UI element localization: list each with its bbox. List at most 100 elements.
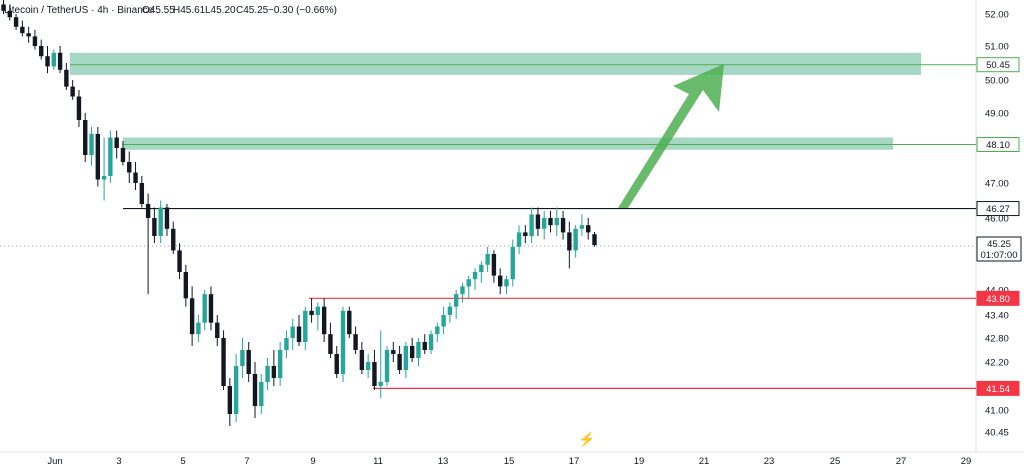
candle (567, 221, 572, 269)
candle (497, 268, 503, 295)
watermark-icon: ⚡ (578, 431, 595, 448)
candle (384, 346, 390, 386)
candle (120, 141, 126, 166)
candle (189, 286, 195, 346)
x-tick-label: 7 (244, 456, 249, 467)
candle (586, 218, 591, 240)
candle (177, 243, 182, 280)
candle (573, 225, 578, 258)
candle (428, 330, 434, 354)
x-tick-label: 3 (116, 456, 121, 467)
candle (542, 211, 547, 240)
candle (422, 334, 427, 354)
x-tick-label: 15 (504, 456, 515, 467)
candle (378, 330, 383, 398)
candle (347, 306, 352, 338)
candle (535, 207, 541, 236)
candle (277, 342, 283, 386)
candle (114, 130, 119, 159)
candle (70, 80, 75, 100)
chart-header: Litecoin / TetherUS · 4h · Binance O45.5… (4, 5, 337, 16)
svg-text:41.54: 41.54 (986, 384, 1010, 395)
candle (479, 261, 484, 283)
price-levels (70, 64, 976, 389)
svg-text:43.80: 43.80 (986, 294, 1010, 305)
candle (108, 130, 113, 183)
y-tick-label: 41.00 (985, 406, 1009, 417)
arrow-icon[interactable] (618, 64, 724, 208)
candle (328, 322, 333, 358)
x-tick-label: 27 (896, 456, 907, 467)
candle (259, 374, 264, 414)
candle (472, 268, 478, 290)
price-tag: 48.10 (976, 137, 1020, 152)
x-tick-label: 21 (699, 456, 710, 467)
candle (32, 30, 38, 50)
candle (391, 342, 396, 362)
candle (83, 113, 88, 162)
candle (447, 302, 453, 323)
x-tick-label: 23 (764, 456, 775, 467)
candle (290, 318, 295, 350)
symbol-label[interactable]: Litecoin / TetherUS · 4h · Binance (4, 5, 154, 16)
x-tick-label: Jun (47, 456, 62, 467)
candle (453, 290, 459, 319)
candle (1, 0, 6, 14)
candle (397, 346, 402, 374)
price-axis[interactable]: 52.0051.0050.0049.0047.0046.0044.0043.40… (985, 10, 1009, 439)
price-tag: 46.27 (976, 201, 1020, 217)
candle (491, 250, 497, 283)
candle (340, 306, 346, 382)
candle (296, 315, 302, 346)
y-tick-label: 40.45 (985, 428, 1009, 439)
x-tick-label: 19 (634, 456, 645, 467)
y-tick-label: 49.00 (985, 109, 1009, 120)
candle (359, 342, 365, 374)
y-tick-label: 47.00 (985, 179, 1009, 190)
candle (233, 354, 239, 422)
y-tick-label: 51.00 (985, 42, 1009, 53)
candle (221, 330, 226, 390)
resistance-zone[interactable] (123, 137, 893, 150)
x-tick-label: 25 (830, 456, 841, 467)
projection-arrow (618, 64, 724, 208)
candle (252, 362, 258, 418)
resistance-zone[interactable] (70, 52, 921, 75)
candle (26, 26, 31, 43)
x-tick-label: 9 (310, 456, 315, 467)
candle (76, 89, 82, 127)
candle (265, 358, 270, 390)
candle (365, 354, 371, 378)
price-tag: 43.80 (976, 290, 1020, 306)
candle (196, 315, 201, 342)
x-tick-label: 29 (961, 456, 972, 467)
time-axis[interactable]: Jun 3 5 7 9 11 13 15 17 19 21 23 25 27 29 (47, 456, 971, 467)
x-tick-label: 13 (438, 456, 449, 467)
candle (435, 322, 440, 342)
y-tick-label: 50.00 (985, 76, 1009, 87)
open-value: O45.55 (142, 5, 175, 16)
candle (133, 162, 138, 190)
candle (560, 211, 566, 240)
candle (592, 232, 597, 247)
candle (127, 151, 132, 183)
candle (309, 298, 314, 323)
y-tick-label: 43.40 (985, 311, 1009, 322)
candle (303, 306, 308, 350)
y-tick-label: 52.00 (985, 10, 1009, 21)
candle (101, 137, 107, 201)
candle (240, 338, 245, 378)
candle (321, 298, 327, 342)
x-tick-label: 5 (180, 456, 185, 467)
candle (284, 330, 289, 358)
candle (403, 342, 409, 378)
high-value: H45.61 (173, 5, 206, 16)
svg-text:46.27: 46.27 (986, 204, 1010, 215)
candle (441, 306, 446, 335)
candle (485, 246, 490, 272)
candle (45, 46, 50, 74)
candle (246, 342, 251, 382)
